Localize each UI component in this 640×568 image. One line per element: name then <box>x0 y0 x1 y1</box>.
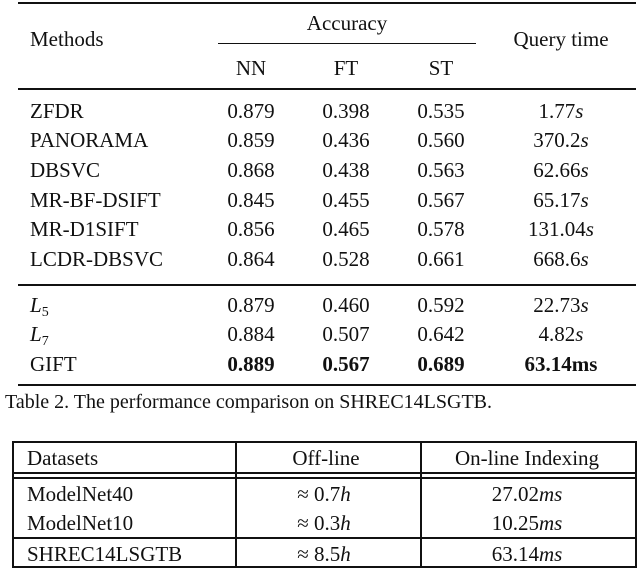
st-value: 0.578 <box>417 217 465 241</box>
st-value: 0.642 <box>417 322 465 346</box>
header-methods: Methods <box>30 27 104 51</box>
method-name: L5 <box>30 293 49 320</box>
method-name: MR-BF-DSIFT <box>30 188 161 212</box>
query-time-value: 668.6s <box>533 247 589 271</box>
header-query-time: Query time <box>513 27 609 51</box>
header-ft: FT <box>333 56 359 80</box>
query-time-value: 22.73s <box>533 293 589 317</box>
ft-value: 0.398 <box>322 99 370 123</box>
nn-value: 0.879 <box>227 293 275 317</box>
offline-value: ≈ 0.3h <box>297 511 351 535</box>
dataset-name: SHREC14LSGTB <box>27 542 183 566</box>
online-value: 10.25ms <box>491 511 563 535</box>
dataset-name: ModelNet10 <box>27 511 134 535</box>
st-value: 0.567 <box>417 188 465 212</box>
method-name: L7 <box>30 322 49 349</box>
query-time-value: 62.66s <box>533 158 589 182</box>
method-name: PANORAMA <box>30 128 149 152</box>
nn-value: 0.845 <box>227 188 275 212</box>
ft-value: 0.528 <box>322 247 370 271</box>
dataset-name: ModelNet40 <box>27 482 134 506</box>
ft-value: 0.436 <box>322 128 370 152</box>
header-st: ST <box>428 56 454 80</box>
query-time-value: 4.82s <box>538 322 584 346</box>
ft-value: 0.567 <box>322 352 370 376</box>
ft-value: 0.455 <box>322 188 370 212</box>
offline-value: ≈ 0.7h <box>297 482 351 506</box>
group-rule <box>18 284 636 286</box>
nn-value: 0.864 <box>227 247 275 271</box>
st-value: 0.689 <box>417 352 465 376</box>
st-value: 0.592 <box>417 293 465 317</box>
st-value: 0.563 <box>417 158 465 182</box>
nn-value: 0.889 <box>227 352 275 376</box>
table-row-border <box>12 537 637 539</box>
ft-value: 0.465 <box>322 217 370 241</box>
ft-value: 0.460 <box>322 293 370 317</box>
table-column-divider-2 <box>420 441 422 568</box>
nn-value: 0.859 <box>227 128 275 152</box>
table-header-border-2 <box>12 477 637 479</box>
st-value: 0.560 <box>417 128 465 152</box>
nn-value: 0.879 <box>227 99 275 123</box>
query-time-value: 131.04s <box>528 217 594 241</box>
st-value: 0.661 <box>417 247 465 271</box>
query-time-value: 63.14ms <box>524 352 598 376</box>
header-rule <box>18 88 636 90</box>
st-value: 0.535 <box>417 99 465 123</box>
online-value: 27.02ms <box>491 482 563 506</box>
ft-value: 0.438 <box>322 158 370 182</box>
table-right-border <box>635 441 637 568</box>
online-value: 63.14ms <box>491 542 563 566</box>
nn-value: 0.868 <box>227 158 275 182</box>
ft-value: 0.507 <box>322 322 370 346</box>
table-caption: Table 2. The performance comparison on S… <box>5 391 493 413</box>
header-nn: NN <box>235 56 267 80</box>
header-offline: Off-line <box>292 446 360 470</box>
query-time-value: 370.2s <box>533 128 589 152</box>
table-top-border <box>12 441 637 443</box>
method-name: DBSVC <box>30 158 101 182</box>
header-online-indexing: On-line Indexing <box>454 446 600 470</box>
offline-value: ≈ 8.5h <box>297 542 351 566</box>
bottom-rule <box>18 384 636 386</box>
method-name: ZFDR <box>30 99 84 123</box>
query-time-value: 1.77s <box>538 99 584 123</box>
table-column-divider <box>235 441 237 568</box>
query-time-value: 65.17s <box>533 188 589 212</box>
table-header-border <box>12 472 637 474</box>
method-name: MR-D1SIFT <box>30 217 139 241</box>
method-name: GIFT <box>30 352 77 376</box>
nn-value: 0.884 <box>227 322 275 346</box>
header-accuracy: Accuracy <box>306 11 388 35</box>
accuracy-rule <box>218 43 476 44</box>
top-rule <box>18 2 636 4</box>
method-name: LCDR-DBSVC <box>30 247 164 271</box>
nn-value: 0.856 <box>227 217 275 241</box>
table-row-border-2 <box>12 566 637 568</box>
header-datasets: Datasets <box>27 446 99 470</box>
table-left-border <box>12 441 14 568</box>
